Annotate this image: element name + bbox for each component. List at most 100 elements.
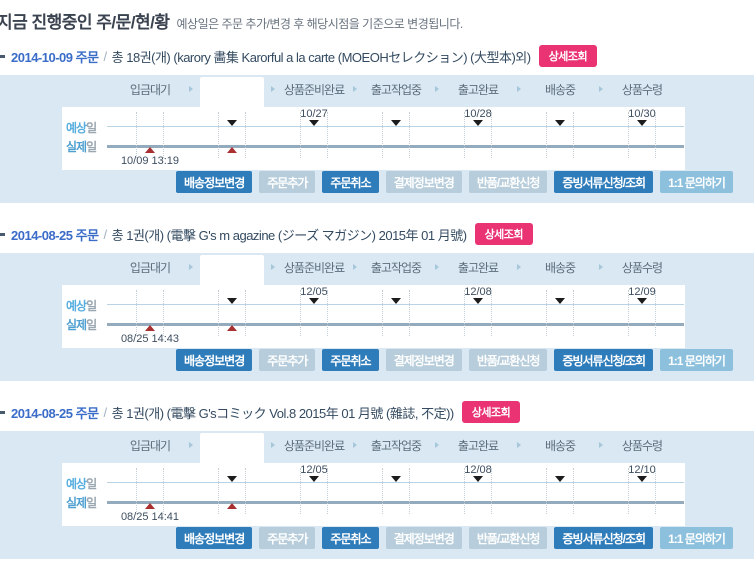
timeline-grid: 08/25 14:41 12/05 12/08	[109, 463, 683, 526]
action-button-document-request[interactable]: 증빙서류신청/조회	[554, 527, 654, 549]
expected-timeline-line	[107, 126, 684, 127]
timeline-grid: 10/09 13:19 10/27 10/28	[109, 107, 683, 170]
action-button-document-request[interactable]: 증빙서류신청/조회	[554, 349, 654, 371]
action-button-one-to-one-inquiry[interactable]: 1:1 문의하기	[660, 349, 733, 371]
stage-label: 출고작업중	[370, 82, 422, 97]
order-slash: /	[103, 404, 108, 420]
timeline-col-product-ready: 12/05	[273, 285, 355, 348]
order-bullet-icon	[0, 410, 5, 414]
action-button-cancel-order[interactable]: 주문취소	[322, 171, 379, 193]
expected-marker-icon	[555, 120, 565, 126]
timeline-col-product-ready: 10/27	[273, 107, 355, 170]
expected-marker-icon	[473, 476, 483, 482]
actual-marker-icon	[227, 147, 237, 153]
actual-timeline-line	[107, 145, 684, 148]
action-button-one-to-one-inquiry[interactable]: 1:1 문의하기	[660, 527, 733, 549]
stage-cell-product-ready: 상품준비완료	[273, 253, 357, 285]
timeline-col-in-delivery	[519, 285, 601, 348]
stage-cell-current	[191, 431, 275, 463]
stage-arrow-icon	[271, 264, 275, 270]
stage-label: 배송중	[544, 82, 576, 97]
expected-marker-icon	[473, 120, 483, 126]
action-button-payment-info-change[interactable]: 결제정보변경	[385, 171, 462, 193]
action-button-add-order[interactable]: 주문추가	[259, 527, 316, 549]
stage-header-row: 입금대기 상품준비완료 출고작업중 출고완료	[109, 253, 683, 285]
actual-datetime: 08/25 14:43	[120, 333, 180, 345]
detail-view-button[interactable]: 상세조회	[538, 45, 598, 67]
action-button-delivery-info-change[interactable]: 배송정보변경	[176, 349, 253, 371]
action-button-return-exchange[interactable]: 반품/교환신청	[468, 171, 548, 193]
expected-date: 10/28	[464, 108, 492, 120]
action-button-cancel-order[interactable]: 주문취소	[322, 349, 379, 371]
timeline-panel	[62, 107, 685, 170]
action-button-delivery-info-change[interactable]: 배송정보변경	[176, 527, 253, 549]
timeline-col-in-delivery	[519, 107, 601, 170]
timeline-col-payment-waiting: 10/09 13:19	[109, 107, 191, 170]
expected-marker-icon	[391, 298, 401, 304]
action-button-payment-info-change[interactable]: 결제정보변경	[385, 527, 462, 549]
order-section: 2014-10-09 주문 / 총 18권(개) (karory 畵集 Karo…	[0, 45, 754, 203]
page-title: 지금 진행중인 주/문/현/황	[0, 13, 170, 32]
expected-date: 12/08	[464, 286, 492, 298]
stage-label: 상품수령	[621, 82, 663, 97]
stage-label: 출고완료	[457, 82, 499, 97]
timeline-col-shipping-complete: 12/08	[437, 285, 519, 348]
action-button-return-exchange[interactable]: 반품/교환신청	[468, 349, 548, 371]
stage-label: 상품수령	[621, 438, 663, 453]
detail-view-button[interactable]: 상세조회	[474, 223, 534, 245]
expected-marker-icon	[555, 476, 565, 482]
action-button-return-exchange[interactable]: 반품/교환신청	[468, 527, 548, 549]
order-section: 2014-08-25 주문 / 총 1권(개) (電擊 G'sコミック Vol.…	[0, 401, 754, 559]
action-button-document-request[interactable]: 증빙서류신청/조회	[554, 171, 654, 193]
timeline-col-shipping-work	[355, 107, 437, 170]
stage-cell-current	[191, 75, 275, 107]
expected-marker-icon	[637, 476, 647, 482]
action-button-one-to-one-inquiry[interactable]: 1:1 문의하기	[660, 171, 733, 193]
expected-marker-icon	[309, 476, 319, 482]
stage-cell-shipping-work: 출고작업중	[355, 253, 439, 285]
action-button-delivery-info-change[interactable]: 배송정보변경	[176, 171, 253, 193]
order-summary: 총 18권(개) (karory 畵集 Karorful a la carte …	[111, 49, 531, 65]
expected-marker-icon	[391, 476, 401, 482]
stage-cell-payment-waiting: 입금대기	[109, 253, 193, 285]
actual-marker-icon	[145, 503, 155, 509]
order-slash: /	[103, 226, 108, 242]
detail-view-button[interactable]: 상세조회	[461, 401, 521, 423]
stage-label: 상품준비완료	[283, 260, 345, 275]
stage-header-row: 입금대기 상품준비완료 출고작업중 출고완료	[109, 75, 683, 107]
order-summary: 총 1권(개) (電擊 G'sコミック Vol.8 2015年 01 月號 (雜…	[111, 405, 455, 421]
stage-cell-in-delivery: 배송중	[519, 75, 603, 107]
action-button-payment-info-change[interactable]: 결제정보변경	[385, 349, 462, 371]
page-header: 지금 진행중인 주/문/현/황 예상일은 주문 추가/변경 후 해당시점을 기준으…	[0, 0, 754, 33]
stage-label: 상품수령	[621, 260, 663, 275]
actual-row-label: 실제일	[66, 496, 97, 510]
expected-marker-icon	[637, 120, 647, 126]
order-actions: 배송정보변경 주문추가 주문취소 결제정보변경 반품/교환신청 증빙서류신청/조…	[176, 349, 733, 371]
timeline-col-payment-waiting: 08/25 14:41	[109, 463, 191, 526]
expected-timeline-line	[107, 304, 684, 305]
stage-arrow-icon	[599, 264, 603, 270]
stage-cell-shipping-complete: 출고완료	[437, 75, 521, 107]
stage-arrow-icon	[517, 264, 521, 270]
action-button-add-order[interactable]: 주문추가	[259, 349, 316, 371]
expected-marker-icon	[391, 120, 401, 126]
expected-date: 12/09	[628, 286, 656, 298]
timeline-col-received: 12/10	[601, 463, 683, 526]
stage-arrow-icon	[271, 442, 275, 448]
timeline-col-shipping-work	[355, 285, 437, 348]
expected-date: 12/08	[464, 464, 492, 476]
timeline-col-received: 12/09	[601, 285, 683, 348]
timeline-col-shipping-work	[355, 463, 437, 526]
order-date: 2014-10-09 주문	[11, 49, 99, 65]
stage-label: 입금대기	[129, 260, 171, 275]
action-button-cancel-order[interactable]: 주문취소	[322, 527, 379, 549]
stage-cell-in-delivery: 배송중	[519, 431, 603, 463]
stage-arrow-icon	[353, 264, 357, 270]
expected-marker-icon	[309, 120, 319, 126]
timeline-col-current	[191, 107, 273, 170]
action-button-add-order[interactable]: 주문추가	[259, 171, 316, 193]
actual-row-label: 실제일	[66, 318, 97, 332]
expected-row-label: 예상일	[66, 299, 97, 313]
order-summary: 총 1권(개) (電擊 G's m agazine (ジーズ マガジン) 201…	[111, 227, 467, 243]
stage-arrow-icon	[435, 86, 439, 92]
